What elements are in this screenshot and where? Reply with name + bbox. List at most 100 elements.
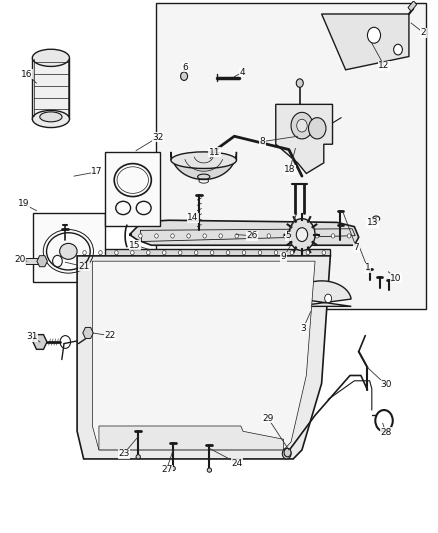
- Polygon shape: [276, 104, 332, 173]
- Polygon shape: [83, 327, 93, 338]
- Text: 7: 7: [353, 244, 360, 253]
- Bar: [106, 152, 160, 225]
- Circle shape: [296, 79, 303, 87]
- Text: 22: 22: [104, 331, 116, 340]
- Ellipse shape: [32, 110, 70, 127]
- Text: 15: 15: [129, 241, 141, 250]
- Circle shape: [203, 234, 206, 238]
- Circle shape: [139, 234, 142, 238]
- Bar: [33, 213, 106, 282]
- Text: 5: 5: [285, 231, 291, 240]
- Circle shape: [180, 72, 187, 80]
- Text: 19: 19: [18, 199, 29, 208]
- Text: 26: 26: [246, 231, 258, 240]
- Polygon shape: [292, 281, 351, 306]
- Circle shape: [299, 234, 303, 238]
- Bar: [408, 1, 417, 11]
- Text: 3: 3: [300, 324, 306, 333]
- Circle shape: [289, 219, 315, 251]
- Circle shape: [115, 251, 118, 255]
- Polygon shape: [77, 249, 330, 256]
- Text: 28: 28: [380, 428, 392, 437]
- Circle shape: [178, 251, 182, 255]
- Text: 11: 11: [209, 148, 220, 157]
- Circle shape: [274, 251, 278, 255]
- Circle shape: [171, 234, 174, 238]
- Circle shape: [251, 234, 254, 238]
- Ellipse shape: [207, 468, 212, 472]
- Text: 24: 24: [232, 459, 243, 467]
- Text: 1: 1: [364, 263, 370, 272]
- Circle shape: [99, 251, 102, 255]
- Circle shape: [155, 234, 158, 238]
- Text: 27: 27: [161, 465, 172, 474]
- Polygon shape: [155, 3, 426, 309]
- Circle shape: [315, 234, 319, 238]
- Circle shape: [283, 234, 286, 238]
- Text: 32: 32: [152, 133, 163, 142]
- Polygon shape: [171, 152, 237, 180]
- Text: 30: 30: [380, 380, 392, 389]
- Text: 4: 4: [239, 68, 245, 77]
- Ellipse shape: [373, 216, 380, 221]
- Circle shape: [210, 251, 214, 255]
- Polygon shape: [37, 256, 47, 266]
- Polygon shape: [99, 426, 284, 450]
- Text: 9: 9: [281, 253, 286, 261]
- Circle shape: [325, 294, 332, 303]
- Text: 2: 2: [420, 28, 426, 37]
- Text: 16: 16: [21, 70, 33, 78]
- Text: 17: 17: [91, 167, 102, 176]
- Text: 18: 18: [284, 165, 296, 174]
- Text: 31: 31: [26, 332, 38, 341]
- Circle shape: [297, 119, 307, 132]
- Circle shape: [242, 251, 246, 255]
- Text: 14: 14: [187, 213, 198, 222]
- Circle shape: [308, 118, 326, 139]
- Ellipse shape: [171, 466, 175, 471]
- Text: 10: 10: [390, 273, 402, 282]
- Text: 13: 13: [367, 219, 378, 228]
- Circle shape: [322, 251, 325, 255]
- Circle shape: [284, 448, 291, 457]
- Circle shape: [235, 234, 238, 238]
- Ellipse shape: [171, 152, 237, 168]
- Polygon shape: [130, 220, 359, 245]
- Text: 8: 8: [260, 137, 265, 146]
- Circle shape: [162, 251, 166, 255]
- Circle shape: [306, 251, 310, 255]
- Circle shape: [194, 251, 198, 255]
- Circle shape: [394, 44, 403, 55]
- Circle shape: [83, 251, 86, 255]
- Polygon shape: [25, 258, 42, 264]
- Ellipse shape: [40, 112, 62, 122]
- Circle shape: [187, 234, 191, 238]
- Polygon shape: [32, 58, 70, 119]
- Circle shape: [267, 234, 271, 238]
- Circle shape: [296, 228, 307, 241]
- Ellipse shape: [136, 455, 141, 459]
- Polygon shape: [33, 335, 47, 349]
- Text: 29: 29: [262, 414, 274, 423]
- Circle shape: [258, 251, 262, 255]
- Ellipse shape: [32, 49, 70, 67]
- Polygon shape: [77, 256, 330, 459]
- Circle shape: [367, 27, 381, 43]
- Circle shape: [131, 251, 134, 255]
- Circle shape: [290, 251, 293, 255]
- Circle shape: [147, 251, 150, 255]
- Circle shape: [283, 448, 291, 459]
- Circle shape: [226, 251, 230, 255]
- Text: 12: 12: [378, 61, 390, 70]
- Text: 21: 21: [78, 262, 89, 271]
- Ellipse shape: [60, 244, 77, 260]
- Text: 20: 20: [14, 255, 26, 264]
- Circle shape: [219, 234, 223, 238]
- Circle shape: [291, 112, 313, 139]
- Text: 6: 6: [183, 63, 188, 71]
- Text: 23: 23: [118, 449, 130, 458]
- Circle shape: [331, 234, 335, 238]
- Circle shape: [347, 234, 351, 238]
- Polygon shape: [321, 14, 409, 70]
- Polygon shape: [92, 261, 315, 450]
